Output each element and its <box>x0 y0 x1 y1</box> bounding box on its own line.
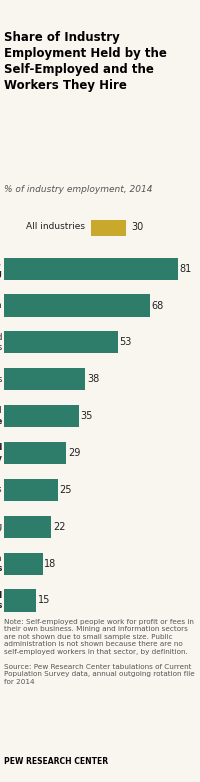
Text: Note: Self-employed people work for profit or fees in their own business. Mining: Note: Self-employed people work for prof… <box>4 619 194 685</box>
Bar <box>4 479 57 501</box>
Text: 38: 38 <box>87 375 99 384</box>
Text: % of industry employment, 2014: % of industry employment, 2014 <box>4 185 152 194</box>
Bar <box>4 405 79 427</box>
Text: 18: 18 <box>44 558 56 569</box>
Text: 81: 81 <box>179 264 191 274</box>
Text: Manufacturing: Manufacturing <box>0 522 2 531</box>
Text: Wholesale and
retail trade: Wholesale and retail trade <box>0 407 2 426</box>
Bar <box>4 553 42 575</box>
Text: 68: 68 <box>151 300 163 310</box>
Text: Professional and
business services: Professional and business services <box>0 332 2 352</box>
Text: Construction: Construction <box>0 301 2 310</box>
Text: 30: 30 <box>131 222 143 231</box>
Text: 25: 25 <box>59 485 71 495</box>
Text: 22: 22 <box>53 522 65 532</box>
FancyBboxPatch shape <box>90 220 125 236</box>
Text: Transportation
and utilities: Transportation and utilities <box>0 554 2 573</box>
Bar <box>4 257 177 280</box>
Bar <box>4 295 149 317</box>
Text: PEW RESEARCH CENTER: PEW RESEARCH CENTER <box>4 757 108 766</box>
Text: 15: 15 <box>38 595 50 605</box>
Bar <box>4 368 85 390</box>
Text: 29: 29 <box>68 448 80 458</box>
Text: 53: 53 <box>119 337 131 347</box>
Text: Agriculture,
forestry & fishing: Agriculture, forestry & fishing <box>0 259 2 278</box>
Text: Other services: Other services <box>0 375 2 384</box>
Text: Financial activities: Financial activities <box>0 486 2 494</box>
Bar <box>4 590 36 612</box>
Bar <box>4 332 117 353</box>
Text: Share of Industry
Employment Held by the
Self-Employed and the
Workers They Hire: Share of Industry Employment Held by the… <box>4 30 166 91</box>
Bar <box>4 515 51 538</box>
Bar <box>4 442 66 464</box>
Text: Educational and
health services: Educational and health services <box>0 590 2 610</box>
Text: All industries: All industries <box>26 222 85 231</box>
Text: 35: 35 <box>80 411 93 421</box>
Text: Leisure and
hospitality: Leisure and hospitality <box>0 443 2 463</box>
